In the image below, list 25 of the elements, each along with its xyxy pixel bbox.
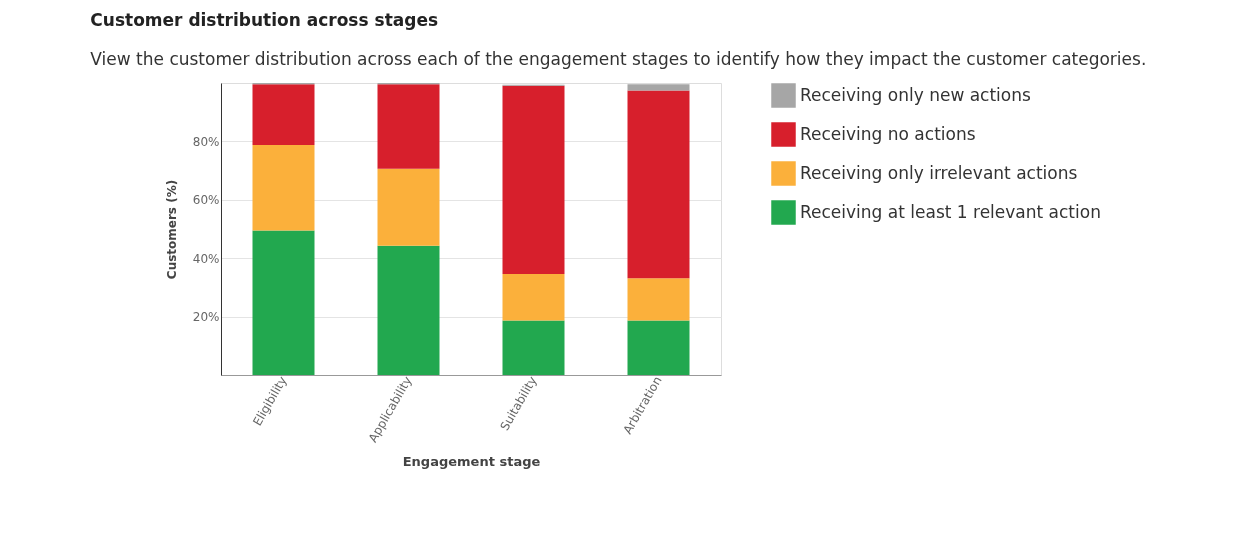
y-tick-label: 40% <box>192 251 220 266</box>
y-tick-label: 20% <box>192 310 220 325</box>
bar <box>627 320 690 375</box>
bar <box>502 273 565 321</box>
bar <box>377 168 440 246</box>
legend-label: Receiving only irrelevant actions <box>800 162 1078 183</box>
bar <box>627 90 690 279</box>
bar <box>627 278 690 321</box>
legend-label: Receiving at least 1 relevant action <box>800 201 1101 222</box>
bar <box>252 144 315 231</box>
chart-subtitle: View the customer distribution across each of the engagement stages to identify how they impact the customer categories. <box>90 49 1147 69</box>
bar <box>502 320 565 375</box>
y-tick-label: 80% <box>192 134 220 149</box>
bar <box>502 85 565 274</box>
bar <box>252 230 315 375</box>
chart-title: Customer distribution across stages <box>90 10 439 30</box>
x-axis-title: Engagement stage <box>402 454 541 470</box>
y-tick-label: 60% <box>192 193 220 208</box>
y-axis-title: Customers (%) <box>164 179 179 280</box>
bar <box>377 84 440 169</box>
bar <box>252 84 315 145</box>
bar <box>627 84 690 91</box>
bar <box>377 245 440 375</box>
legend-label: Receiving no actions <box>800 123 976 144</box>
legend-label: Receiving only new actions <box>800 84 1032 105</box>
